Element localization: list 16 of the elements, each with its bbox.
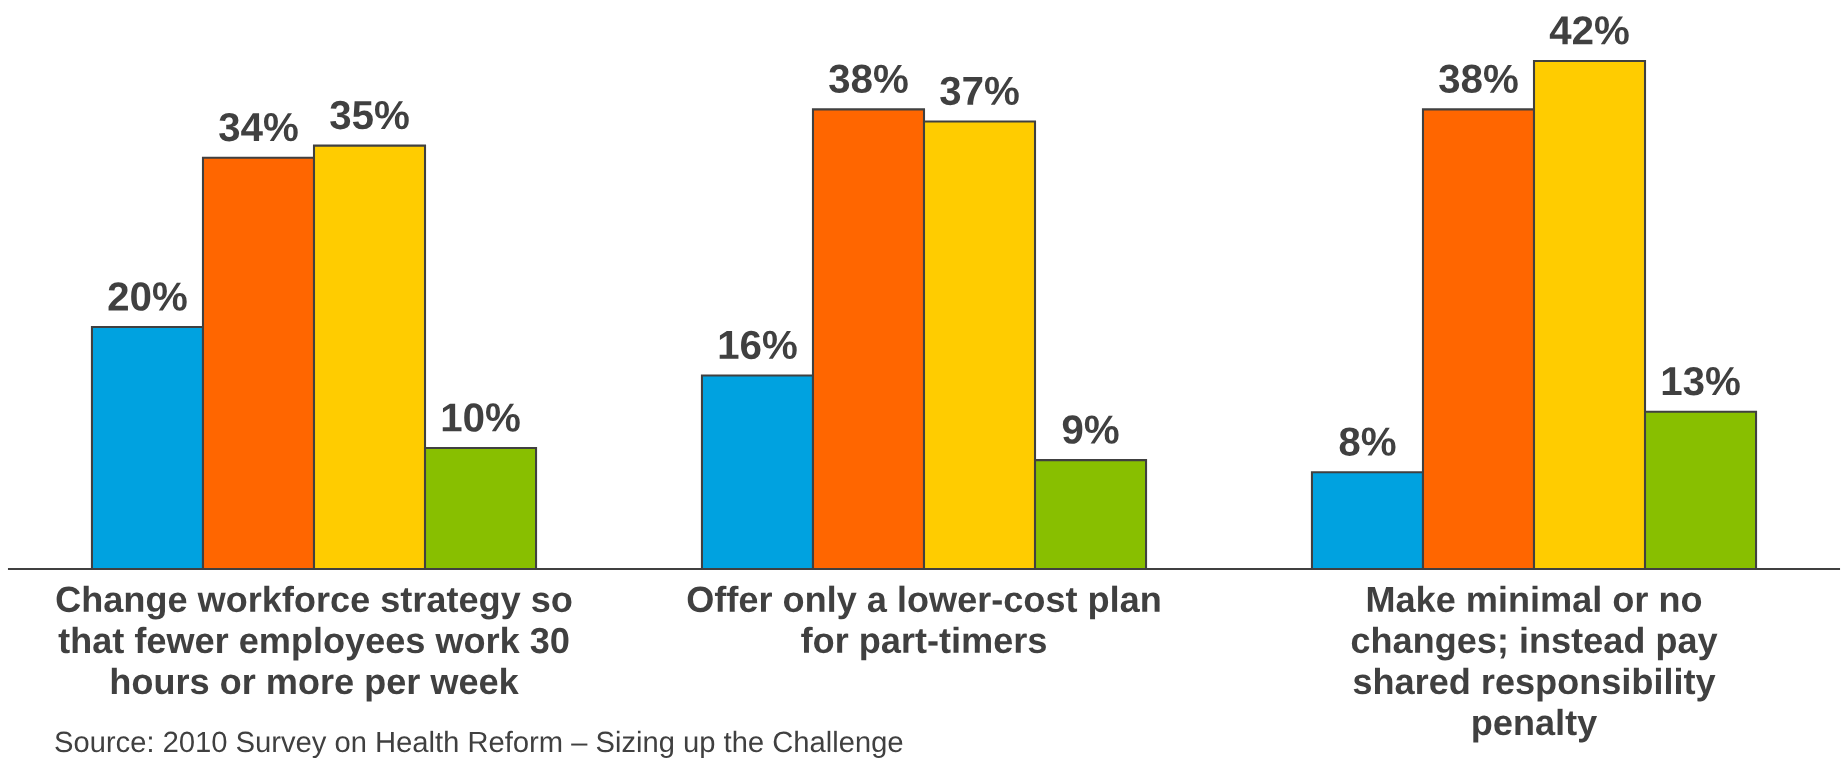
data-label: 38% xyxy=(1439,64,1518,94)
data-label: 35% xyxy=(330,100,409,130)
data-label: 37% xyxy=(940,76,1019,106)
x-tick-label: Make minimal or no changes; instead pay shared responsibility penalty xyxy=(1351,585,1718,743)
data-label: 16% xyxy=(719,330,797,360)
data-label: 8% xyxy=(1339,427,1396,456)
data-label: 9% xyxy=(1062,415,1119,444)
data-label: 34% xyxy=(219,112,298,142)
x-tick-label: Change workforce strategy so that fewer employees work 30 hours or more per week xyxy=(56,585,572,702)
data-label: 20% xyxy=(108,282,187,311)
source-note: Source: 2010 Survey on Health Reform – Sizing up the Challenge xyxy=(55,730,903,758)
data-label: 38% xyxy=(829,64,908,94)
data-label: 42% xyxy=(1549,16,1629,45)
data-label: 10% xyxy=(442,403,520,432)
x-tick-label: Offer only a lower-cost plan for part-timers xyxy=(687,585,1160,661)
data-label: 13% xyxy=(1662,366,1740,396)
